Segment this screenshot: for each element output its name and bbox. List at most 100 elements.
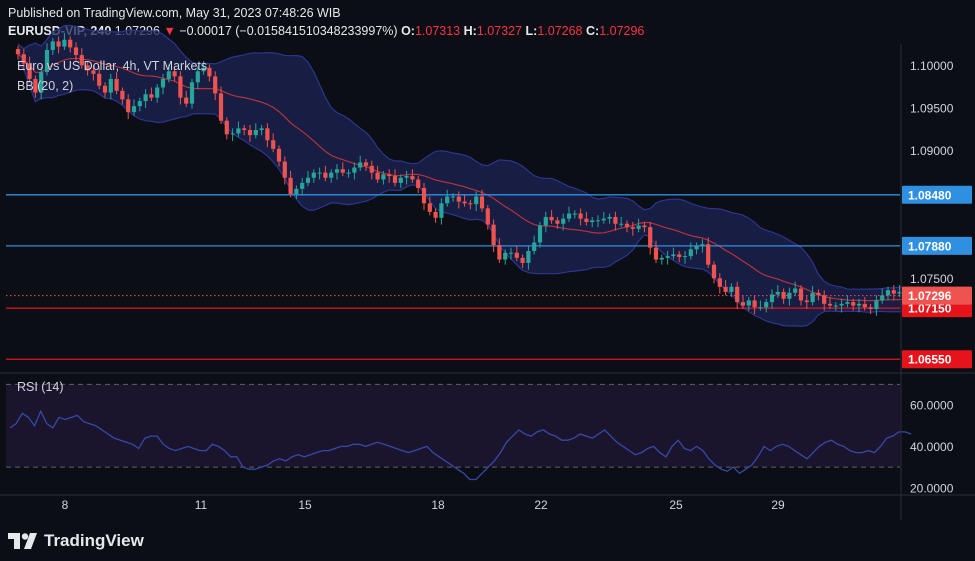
close-label: C: (585, 24, 600, 38)
axes: 1.08480 1.07880 1.07150 1.06550 1.07296 1.100… (0, 44, 975, 520)
candle (479, 196, 485, 209)
candle (822, 295, 827, 304)
rsi-band (6, 384, 900, 468)
candle (485, 208, 490, 225)
candle (404, 176, 409, 178)
candle (178, 76, 183, 98)
candle (711, 264, 717, 279)
bollinger-legend[interactable]: BB (20, 2) (17, 79, 74, 93)
candle (798, 288, 804, 301)
candle (102, 85, 108, 93)
level-tag (902, 185, 972, 204)
candle (387, 174, 392, 177)
high-label: H: (463, 24, 477, 38)
candle (839, 303, 844, 306)
candle (868, 307, 873, 309)
candle (427, 203, 432, 212)
candle (532, 242, 537, 252)
candle (450, 196, 456, 198)
candle (764, 302, 769, 308)
candle (137, 101, 142, 107)
candle (595, 220, 601, 222)
candle (677, 254, 682, 257)
level-tag (902, 350, 972, 369)
candle (39, 72, 44, 93)
candle (114, 78, 119, 91)
candle (218, 93, 224, 121)
candle (85, 65, 90, 71)
bollinger-fill (18, 25, 912, 327)
candle (352, 167, 357, 173)
candle (543, 216, 548, 226)
current-price-label: 1.07296 (908, 289, 952, 303)
candle (752, 300, 757, 308)
rsi-legend[interactable]: RSI (14) (17, 380, 64, 394)
current-price-tag (902, 286, 972, 305)
candle (120, 90, 125, 100)
candle (706, 244, 711, 265)
candle (537, 225, 543, 243)
candle (381, 174, 386, 180)
candle (845, 302, 850, 304)
candle (775, 291, 780, 295)
candle (758, 307, 763, 309)
candle (526, 251, 531, 263)
candle (746, 300, 751, 306)
chart-title: Euro vs US Dollar, 4h, VT Markets (17, 59, 208, 73)
candle (68, 39, 73, 48)
candle (410, 176, 415, 180)
candle (468, 203, 473, 205)
candle (131, 106, 137, 113)
candle (862, 303, 867, 308)
candle (398, 177, 403, 183)
candle (155, 87, 160, 98)
candle (793, 288, 798, 293)
candle (439, 203, 444, 218)
rsi-line (9, 409, 912, 481)
candle (50, 41, 55, 50)
candle (91, 70, 96, 74)
candle (334, 169, 340, 173)
candle (294, 188, 299, 194)
candle (642, 225, 647, 228)
x-tick-label: 29 (771, 498, 785, 512)
candle (300, 182, 305, 189)
candle (561, 218, 566, 224)
x-tick-label: 15 (298, 498, 312, 512)
y-tick-label: 1.10000 (910, 59, 954, 73)
candle (781, 291, 786, 299)
candle (126, 99, 131, 113)
candle (21, 54, 26, 64)
candle (653, 247, 659, 260)
candle (143, 94, 148, 102)
candle (723, 286, 728, 292)
candle (456, 196, 461, 202)
x-tick-label: 8 (62, 498, 69, 512)
candle (619, 223, 624, 225)
candle (79, 55, 84, 66)
bollinger-upper (17, 24, 912, 290)
candle (207, 67, 212, 77)
candle (375, 172, 380, 180)
candle (213, 76, 218, 94)
x-tick-label: 25 (669, 498, 683, 512)
candle (717, 278, 722, 287)
candle (271, 140, 276, 149)
candle (15, 49, 21, 55)
candle (590, 220, 595, 223)
candle (149, 94, 154, 98)
symbol-quote-line: EURUSD-VIP, 240 1.07296 ▼ −0.00017 (−0.0… (8, 24, 644, 38)
candle (392, 176, 398, 183)
bollinger-lower (17, 63, 912, 328)
candle (833, 305, 838, 307)
price-change: −0.00017 (−0.015841510348233997%) (179, 24, 398, 38)
candle (555, 220, 560, 224)
open-value: 1.07313 (414, 24, 461, 38)
level-label: 1.08480 (908, 188, 952, 202)
rsi-pane (6, 383, 912, 481)
candle (682, 256, 688, 258)
candle (288, 177, 293, 194)
candle (613, 216, 618, 224)
y-tick-label: 1.09500 (910, 101, 954, 115)
